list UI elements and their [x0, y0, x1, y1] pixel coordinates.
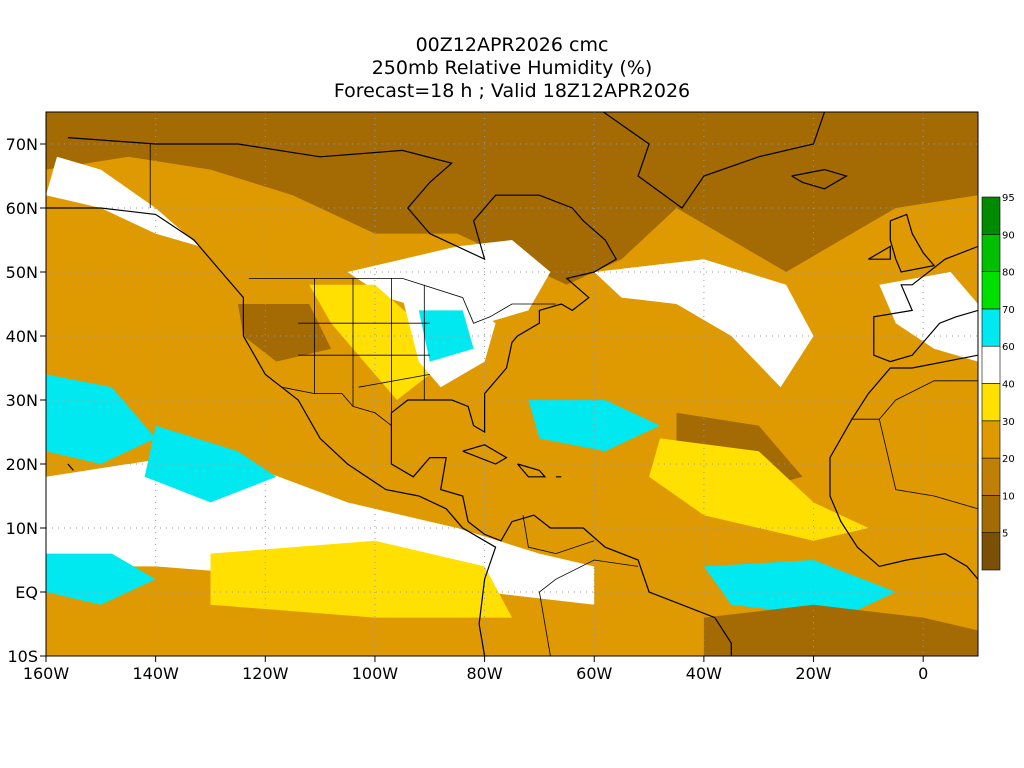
humidity-region-15 — [418, 310, 474, 362]
border-line — [358, 374, 430, 388]
colorbar-swatch — [981, 345, 1001, 384]
title-line-2: 250mb Relative Humidity (%) — [371, 57, 653, 79]
colorbar-swatch — [981, 532, 1001, 571]
humidity-region-16 — [649, 438, 869, 541]
colorbar-label: 30 — [1002, 417, 1015, 428]
colorbar-swatch — [981, 308, 1001, 347]
border-line — [851, 380, 978, 420]
coastline — [829, 354, 978, 580]
coastline — [46, 207, 497, 656]
x-tick-label: 120W — [242, 664, 289, 683]
x-tick-label: 160W — [23, 664, 70, 683]
y-tick-label: 60N — [6, 199, 38, 218]
coastline — [873, 245, 978, 363]
y-tick-label: 70N — [6, 135, 38, 154]
coastline — [390, 412, 732, 656]
border-line — [522, 515, 595, 555]
humidity-region-18 — [703, 604, 978, 656]
colorbar-swatch — [981, 196, 1001, 235]
coastline — [602, 112, 826, 209]
coastline — [67, 137, 618, 434]
colorbar-swatch — [981, 420, 1001, 459]
humidity-region-13 — [46, 553, 156, 605]
border-line — [281, 386, 392, 426]
axes-layer: 160W 140W 120W 100W 80W 60W 40W 20W 0 70N 60N 50N 40… — [6, 135, 929, 683]
coastline — [791, 168, 848, 190]
y-tick-label: EQ — [15, 583, 38, 602]
humidity-region-6 — [879, 272, 978, 362]
y-tick-label: 20N — [6, 455, 38, 474]
humidity-region-14 — [703, 560, 896, 618]
x-tick-label: 140W — [132, 664, 179, 683]
y-tick-label: 10S — [7, 647, 38, 666]
title-line-1: 00Z12APR2026 cmc — [415, 34, 609, 56]
colorbar-swatch — [981, 234, 1001, 272]
colorbar-swatch — [981, 495, 1001, 533]
colorbar: 5 10 20 30 40 60 70 80 90 95 — [981, 193, 1015, 571]
humidity-region-5 — [594, 259, 814, 388]
y-tick-label: 50N — [6, 263, 38, 282]
colorbar-swatch — [981, 383, 1001, 422]
coastline — [889, 213, 936, 273]
humidity-region-1 — [46, 156, 200, 247]
x-tick-label: 20W — [795, 664, 831, 683]
humidity-region-11 — [144, 425, 277, 503]
humidity-region-3 — [309, 284, 430, 400]
colorbar-label: 60 — [1002, 342, 1015, 353]
coastline — [868, 245, 891, 260]
colorbar-label: 80 — [1002, 268, 1015, 279]
colorbar-label: 40 — [1002, 380, 1015, 391]
y-tick-label: 40N — [6, 327, 38, 346]
x-tick-label: 100W — [352, 664, 399, 683]
border-line — [878, 419, 978, 510]
colorbar-swatch — [981, 457, 1001, 496]
humidity-region-2 — [347, 240, 551, 324]
coastline — [67, 463, 74, 471]
colorbar-label: 5 — [1002, 529, 1008, 540]
humidity-region-0 — [46, 112, 978, 285]
humidity-region-12 — [528, 400, 660, 452]
x-tick-label: 80W — [466, 664, 502, 683]
humidity-region-17 — [210, 540, 512, 618]
colorbar-label: 20 — [1002, 454, 1015, 465]
humidity-region-10 — [46, 374, 156, 464]
coastline — [517, 463, 547, 478]
colorbar-label: 70 — [1002, 305, 1015, 316]
map-layer — [46, 112, 978, 656]
colorbar-label: 90 — [1002, 230, 1015, 241]
y-tick-label: 30N — [6, 391, 38, 410]
y-tick-label: 10N — [6, 519, 38, 538]
humidity-region-8 — [237, 304, 332, 362]
title-line-3: Forecast=18 h ; Valid 18Z12APR2026 — [333, 80, 691, 102]
colorbar-swatch — [981, 271, 1001, 310]
border-line — [538, 559, 639, 656]
x-tick-label: 40W — [686, 664, 722, 683]
coastline — [462, 444, 508, 465]
map-frame — [45, 111, 979, 657]
colorbar-label: 95 — [1002, 193, 1015, 204]
border-line — [248, 277, 556, 324]
x-tick-label: 60W — [576, 664, 612, 683]
colorbar-label: 10 — [1002, 491, 1015, 502]
x-tick-label: 0 — [918, 664, 928, 683]
